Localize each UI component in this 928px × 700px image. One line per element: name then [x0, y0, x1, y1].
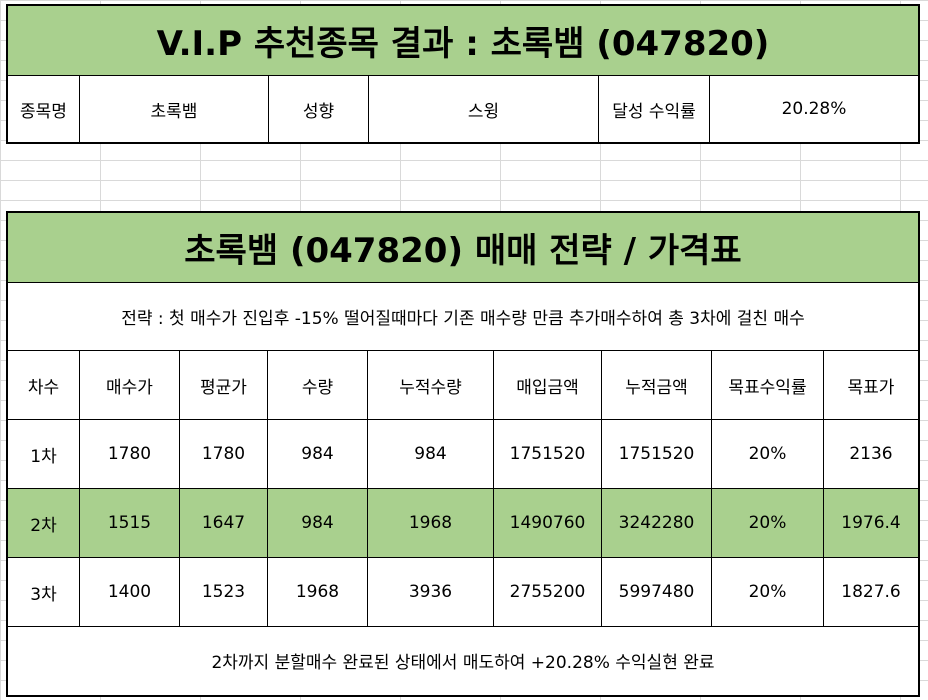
cell-buy-price: 1780 — [80, 420, 180, 488]
result-summary-row: 종목명 초록뱀 성향 스윙 달성 수익률 20.28% — [8, 76, 918, 142]
table-row-highlighted: 2차 1515 1647 984 1968 1490760 3242280 20… — [8, 489, 918, 558]
style-value: 스윙 — [369, 76, 599, 142]
cell-round: 1차 — [8, 420, 80, 488]
stock-name-label: 종목명 — [8, 76, 80, 142]
cell-cum-quantity: 984 — [368, 420, 494, 488]
result-footer-note: 2차까지 분할매수 완료된 상태에서 매도하여 +20.28% 수익실현 완료 — [211, 652, 715, 673]
cell-quantity: 984 — [268, 489, 368, 557]
cell-target-return: 20% — [712, 558, 824, 626]
col-header-quantity: 수량 — [268, 351, 368, 419]
cell-round: 2차 — [8, 489, 80, 557]
col-header-buy-amount: 매입금액 — [494, 351, 602, 419]
col-header-cum-amount: 누적금액 — [602, 351, 712, 419]
result-title: V.I.P 추천종목 결과 : 초록뱀 (047820) — [8, 6, 918, 76]
cell-buy-price: 1515 — [80, 489, 180, 557]
cell-round: 3차 — [8, 558, 80, 626]
cell-avg-price: 1780 — [180, 420, 268, 488]
col-header-buy-price: 매수가 — [80, 351, 180, 419]
cell-cum-amount: 3242280 — [602, 489, 712, 557]
style-label: 성향 — [269, 76, 369, 142]
cell-buy-amount: 1751520 — [494, 420, 602, 488]
cell-target-price: 2136 — [849, 444, 893, 464]
cell-avg-price: 1523 — [180, 558, 268, 626]
table-header-row: 차수 매수가 평균가 수량 누적수량 매입금액 누적금액 목표수익률 목표가 — [8, 351, 918, 420]
cell-buy-price: 1400 — [80, 558, 180, 626]
cell-target-return: 20% — [712, 489, 824, 557]
stock-name-value: 초록뱀 — [80, 76, 269, 142]
cell-cum-amount: 5997480 — [602, 558, 712, 626]
return-value: 20.28% — [781, 99, 847, 119]
cell-buy-amount: 1490760 — [494, 489, 602, 557]
cell-quantity: 984 — [268, 420, 368, 488]
col-header-avg-price: 평균가 — [180, 351, 268, 419]
strategy-title: 초록뱀 (047820) 매매 전략 / 가격표 — [8, 213, 918, 283]
col-header-cum-quantity: 누적수량 — [368, 351, 494, 419]
strategy-panel: 초록뱀 (047820) 매매 전략 / 가격표 전략 : 첫 매수가 진입후 … — [6, 211, 920, 697]
cell-quantity: 1968 — [268, 558, 368, 626]
cell-cum-quantity: 1968 — [368, 489, 494, 557]
strategy-description: 전략 : 첫 매수가 진입후 -15% 떨어질때마다 기존 매수량 만큼 추가매… — [8, 283, 918, 351]
cell-target-price: 1827.6 — [841, 582, 901, 602]
cell-buy-amount: 2755200 — [494, 558, 602, 626]
table-row: 3차 1400 1523 1968 3936 2755200 5997480 2… — [8, 558, 918, 627]
cell-target-price: 1976.4 — [841, 513, 901, 533]
col-header-round: 차수 — [8, 351, 80, 419]
return-label: 달성 수익률 — [599, 76, 710, 142]
result-summary-panel: V.I.P 추천종목 결과 : 초록뱀 (047820) 종목명 초록뱀 성향 … — [6, 4, 920, 144]
cell-cum-amount: 1751520 — [602, 420, 712, 488]
table-row: 1차 1780 1780 984 984 1751520 1751520 20%… — [8, 420, 918, 489]
cell-cum-quantity: 3936 — [368, 558, 494, 626]
col-header-target-return: 목표수익률 — [712, 351, 824, 419]
cell-avg-price: 1647 — [180, 489, 268, 557]
cell-target-return: 20% — [712, 420, 824, 488]
col-header-target-price: 목표가 — [847, 377, 895, 398]
